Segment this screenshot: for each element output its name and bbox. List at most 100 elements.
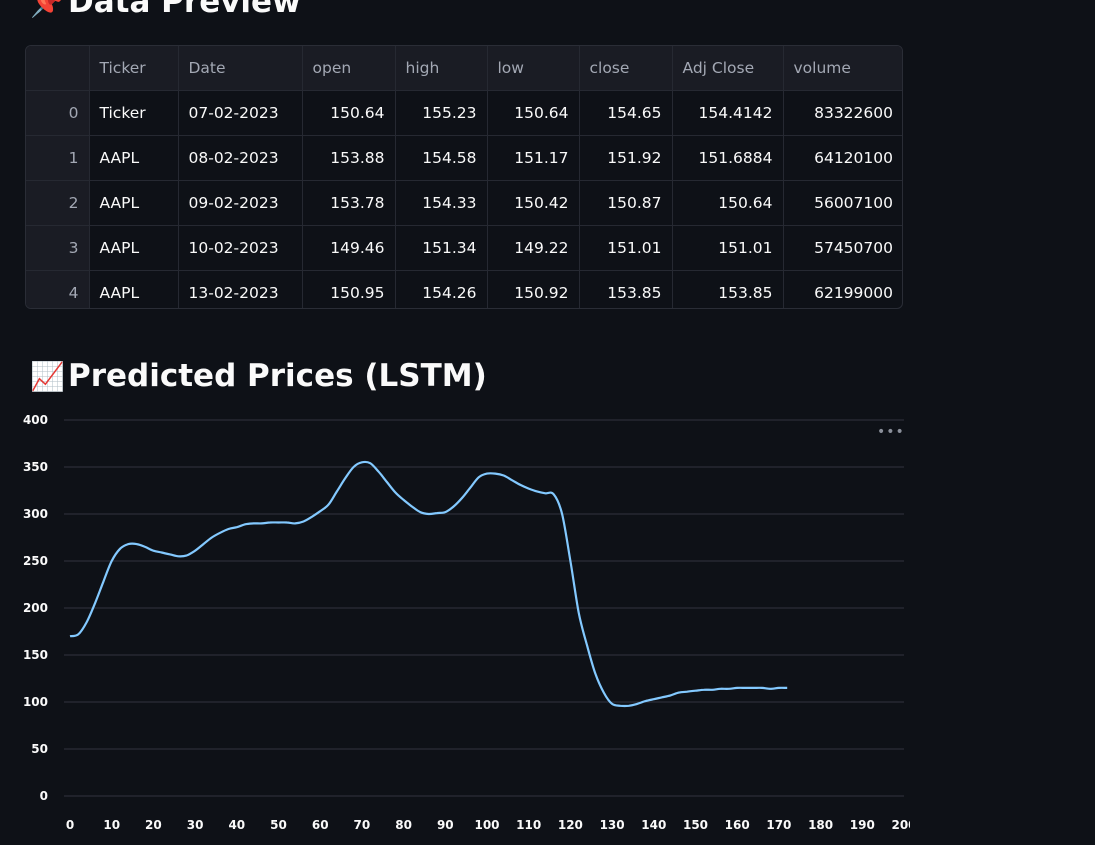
table-cell[interactable]: 08-02-2023	[178, 135, 303, 181]
x-tick-label: 10	[103, 818, 120, 832]
table-row[interactable]: 1 AAPL 08-02-2023 153.88 154.58 151.17 151.92 1…	[26, 135, 902, 181]
table-cell[interactable]: 10-02-2023	[178, 225, 303, 271]
x-tick-label: 60	[312, 818, 329, 832]
y-tick-label: 200	[23, 601, 48, 615]
x-tick-label: 200	[891, 818, 910, 832]
table-cell[interactable]: 57450700	[783, 225, 902, 271]
data-preview-title: Data Preview	[68, 0, 301, 20]
table-cell[interactable]: 150.64	[672, 180, 784, 226]
table-row[interactable]: 2 AAPL 09-02-2023 153.78 154.33 150.42 150.87 1…	[26, 180, 902, 226]
column-header-high[interactable]: high	[395, 46, 488, 91]
table-cell[interactable]: AAPL	[89, 225, 179, 271]
table-cell[interactable]: 153.88	[302, 135, 396, 181]
x-tick-label: 20	[145, 818, 162, 832]
chart-increasing-icon: 📈	[30, 360, 65, 393]
table-cell[interactable]: 62199000	[814, 284, 893, 302]
data-preview-table[interactable]: Ticker Date open high low close Adj Close volum…	[25, 45, 903, 309]
column-header-ticker[interactable]: Ticker	[89, 46, 179, 91]
y-tick-label: 400	[23, 413, 48, 427]
x-tick-label: 190	[850, 818, 875, 832]
predicted-prices-heading: 📈 Predicted Prices (LSTM)	[30, 356, 487, 397]
x-tick-label: 110	[516, 818, 541, 832]
x-tick-label: 120	[558, 818, 583, 832]
x-tick-label: 80	[395, 818, 412, 832]
x-tick-label: 150	[683, 818, 708, 832]
table-cell[interactable]: AAPL	[89, 270, 179, 308]
table-cell[interactable]: 150.95	[302, 270, 396, 308]
row-index[interactable]: 2	[26, 180, 90, 226]
x-tick-label: 180	[808, 818, 833, 832]
table-cell[interactable]: 153.78	[302, 180, 396, 226]
row-index[interactable]: 0	[26, 90, 90, 136]
x-tick-label: 90	[437, 818, 454, 832]
table-cell[interactable]: 154.4142	[672, 90, 784, 136]
table-cell[interactable]: 154.58	[395, 135, 488, 181]
table-header-row: Ticker Date open high low close Adj Close volum…	[26, 46, 902, 91]
y-tick-label: 350	[23, 460, 48, 474]
y-tick-label: 250	[23, 554, 48, 568]
pushpin-icon: 📌	[30, 0, 65, 19]
row-index[interactable]: 4	[26, 270, 90, 308]
table-cell[interactable]: 151.17	[487, 135, 580, 181]
row-index[interactable]: 3	[26, 225, 90, 271]
table-cell[interactable]: 151.92	[579, 135, 673, 181]
y-tick-label: 0	[40, 789, 48, 803]
column-header-low[interactable]: low	[487, 46, 580, 91]
y-tick-label: 150	[23, 648, 48, 662]
table-cell[interactable]: 151.34	[395, 225, 488, 271]
x-tick-label: 70	[354, 818, 371, 832]
x-tick-label: 0	[66, 818, 74, 832]
table-cell[interactable]: 150.64	[302, 90, 396, 136]
column-header-adj-close[interactable]: Adj Close	[672, 46, 784, 91]
column-header-volume[interactable]: volume	[783, 46, 902, 91]
series-line-predicted	[69, 460, 788, 708]
table-cell[interactable]: 155.23	[395, 90, 488, 136]
x-tick-label: 30	[187, 818, 204, 832]
table-cell[interactable]: 56007100	[783, 180, 902, 226]
table-cell[interactable]: 154.33	[395, 180, 488, 226]
table-cell[interactable]: 149.22	[487, 225, 580, 271]
table-cell[interactable]: 153.85	[672, 270, 784, 308]
column-header-date[interactable]: Date	[178, 46, 303, 91]
index-header[interactable]	[26, 46, 90, 91]
column-header-open[interactable]: open	[302, 46, 396, 91]
table-cell[interactable]: 153.85	[579, 270, 673, 308]
row-index[interactable]: 1	[26, 135, 90, 181]
y-tick-label: 50	[31, 742, 48, 756]
y-tick-label: 100	[23, 695, 48, 709]
predicted-prices-title: Predicted Prices (LSTM)	[68, 358, 487, 394]
table-cell[interactable]: 149.46	[302, 225, 396, 271]
table-cell[interactable]: 64120100	[783, 135, 902, 181]
predicted-prices-chart[interactable]: 0 50 100 150 200 250 300 350 400 0 10 20 30 40 50 60 70 8…	[0, 400, 910, 845]
table-cell[interactable]: 154.65	[579, 90, 673, 136]
x-tick-label: 50	[270, 818, 287, 832]
x-tick-label: 40	[228, 818, 245, 832]
table-cell[interactable]: 154.26	[395, 270, 488, 308]
column-header-close[interactable]: close	[579, 46, 673, 91]
table-cell[interactable]: 150.87	[579, 180, 673, 226]
table-row[interactable]: 0 Ticker 07-02-2023 150.64 155.23 150.64 154.6…	[26, 90, 902, 136]
table-cell[interactable]: 83322600	[783, 90, 902, 136]
table-cell[interactable]: 151.6884	[672, 135, 784, 181]
table-row[interactable]: 4 AAPL 13-02-2023 150.95 154.26 150.92 153.85 1…	[26, 270, 902, 308]
table-row[interactable]: 3 AAPL 10-02-2023 149.46 151.34 149.22 151.01 1…	[26, 225, 902, 271]
table-cell[interactable]: 07-02-2023	[178, 90, 303, 136]
table-cell[interactable]: 151.01	[579, 225, 673, 271]
data-preview-heading: 📌 Data Preview	[30, 0, 301, 23]
table-cell[interactable]: 150.64	[487, 90, 580, 136]
table-cell[interactable]: 09-02-2023	[178, 180, 303, 226]
table-cell[interactable]: AAPL	[89, 135, 179, 181]
table-cell[interactable]: 150.92	[487, 270, 580, 308]
chart-menu-icon[interactable]: •••	[877, 424, 905, 440]
x-tick-label: 100	[474, 818, 499, 832]
table-cell[interactable]: Ticker	[89, 90, 179, 136]
table-cell[interactable]: 13-02-2023	[178, 270, 303, 308]
table-cell[interactable]: 151.01	[672, 225, 784, 271]
x-tick-label: 160	[725, 818, 750, 832]
table-cell[interactable]: AAPL	[89, 180, 179, 226]
x-tick-label: 170	[766, 818, 791, 832]
x-tick-label: 140	[641, 818, 666, 832]
y-tick-label: 300	[23, 507, 48, 521]
x-tick-label: 130	[600, 818, 625, 832]
table-cell[interactable]: 150.42	[487, 180, 580, 226]
